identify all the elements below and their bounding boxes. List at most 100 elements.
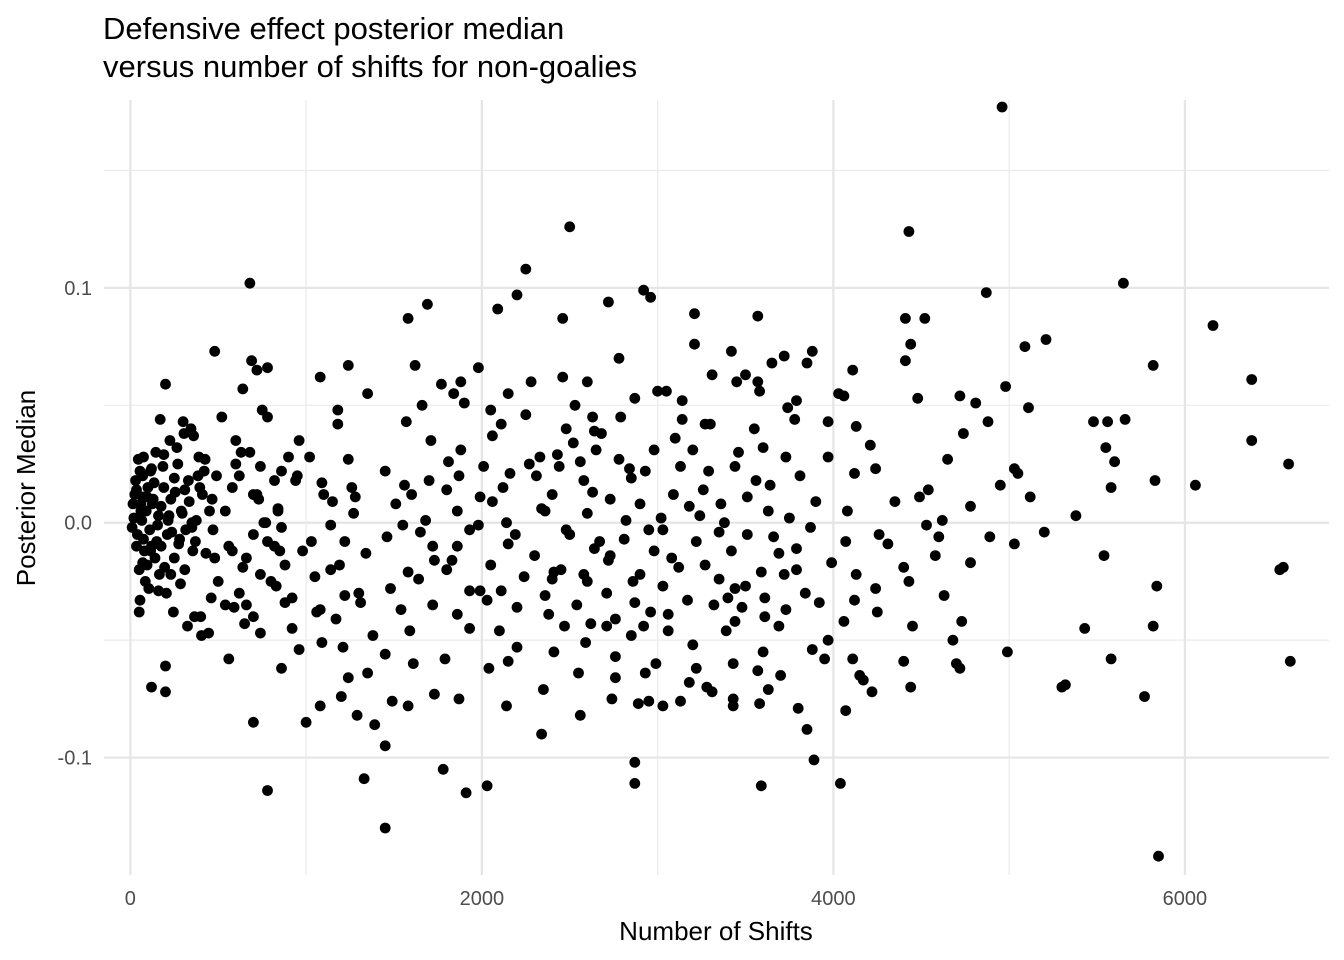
data-point: [327, 496, 338, 507]
data-point: [367, 630, 379, 641]
data-point: [172, 458, 184, 470]
data-point: [870, 463, 881, 475]
data-point: [520, 263, 532, 275]
data-point: [900, 355, 911, 367]
data-point: [179, 564, 191, 576]
data-point: [168, 606, 179, 618]
data-point: [970, 397, 982, 409]
data-point: [420, 515, 431, 526]
data-point: [276, 662, 287, 674]
data-point: [722, 592, 734, 604]
data-point: [235, 446, 247, 458]
data-point: [276, 465, 287, 477]
data-point: [306, 536, 317, 547]
data-point: [501, 517, 512, 529]
data-point: [400, 416, 412, 428]
data-point: [272, 505, 284, 517]
data-point: [518, 571, 530, 583]
data-point: [485, 559, 497, 571]
data-point: [682, 594, 693, 606]
data-point: [604, 493, 616, 505]
data-point: [629, 756, 641, 768]
data-point: [627, 576, 639, 587]
data-point: [203, 627, 215, 639]
data-point: [453, 470, 465, 482]
data-point: [842, 505, 853, 517]
data-point: [192, 470, 204, 482]
data-point: [258, 517, 270, 529]
data-point: [650, 658, 662, 669]
data-point: [683, 677, 695, 688]
data-point: [1105, 653, 1117, 665]
data-point: [849, 594, 860, 606]
data-point: [406, 489, 417, 500]
data-point: [613, 453, 625, 465]
y-axis-ticks: -0.1 0.0 0.1: [58, 278, 92, 770]
data-point: [379, 740, 391, 752]
data-point: [539, 505, 551, 517]
data-point: [134, 465, 146, 477]
data-point: [473, 362, 484, 374]
data-point: [379, 465, 391, 477]
data-point: [248, 489, 259, 500]
data-point: [1102, 416, 1113, 428]
x-axis-title: Number of Shifts: [619, 916, 813, 946]
data-point: [669, 432, 681, 444]
data-point: [870, 583, 881, 594]
data-point: [912, 392, 924, 404]
data-point: [230, 435, 242, 446]
data-point: [262, 785, 273, 796]
data-point: [810, 496, 822, 507]
data-point: [219, 599, 231, 611]
data-point: [919, 313, 931, 324]
data-point: [316, 477, 328, 489]
data-point: [360, 547, 372, 559]
data-point: [759, 611, 771, 623]
data-point: [773, 620, 785, 632]
data-point: [784, 512, 795, 524]
data-point: [548, 646, 560, 658]
data-point: [903, 576, 915, 587]
data-point: [780, 604, 792, 615]
data-point: [980, 287, 992, 298]
data-point: [473, 519, 484, 531]
data-point: [822, 451, 834, 463]
data-point: [255, 569, 266, 580]
data-point: [799, 587, 811, 599]
data-point: [1038, 526, 1050, 538]
data-point: [792, 702, 804, 714]
data-point: [262, 362, 273, 374]
data-point: [539, 590, 551, 601]
data-point: [757, 442, 769, 453]
data-point: [759, 592, 771, 604]
chart-title: Defensive effect posterior median: [103, 11, 565, 46]
data-point: [286, 592, 298, 604]
data-point: [390, 498, 402, 510]
data-point: [954, 662, 966, 674]
data-point: [494, 625, 505, 637]
data-point: [481, 594, 493, 606]
data-point: [1153, 850, 1164, 862]
data-point: [629, 778, 641, 789]
data-point: [794, 470, 806, 482]
data-point: [504, 468, 516, 479]
data-point: [564, 221, 576, 233]
data-point: [662, 608, 674, 620]
data-point: [362, 667, 373, 679]
data-point: [1009, 538, 1020, 550]
data-point: [648, 444, 660, 456]
data-point: [638, 620, 649, 632]
data-point: [223, 653, 235, 665]
data-point: [603, 296, 614, 308]
data-point: [629, 392, 641, 404]
data-point: [211, 470, 222, 482]
data-point: [497, 482, 509, 493]
data-point: [741, 491, 753, 503]
data-point: [838, 616, 850, 627]
data-point: [610, 651, 621, 662]
data-point: [1105, 482, 1117, 493]
data-point: [464, 524, 475, 536]
data-point: [265, 576, 277, 587]
data-point: [300, 716, 312, 728]
data-point: [956, 616, 968, 627]
